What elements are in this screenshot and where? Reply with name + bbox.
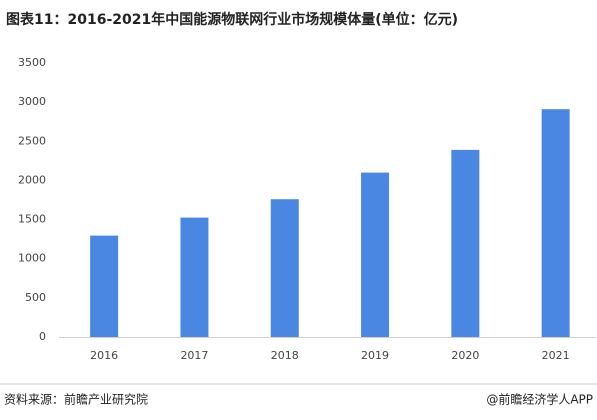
- y-tick-label: 3500: [18, 56, 46, 69]
- bar: [180, 217, 209, 337]
- bar: [361, 172, 390, 337]
- bar: [270, 199, 299, 337]
- y-tick-label: 3000: [18, 95, 46, 108]
- source: 资料来源：前瞻产业研究院: [4, 392, 148, 407]
- y-tick-label: 2500: [18, 134, 46, 147]
- y-tick-label: 2000: [18, 173, 46, 186]
- y-tick-label: 0: [39, 330, 46, 343]
- bar: [451, 149, 480, 337]
- x-tick-label: 2021: [542, 349, 570, 362]
- bar: [90, 235, 119, 337]
- y-tick-label: 1000: [18, 252, 46, 265]
- y-tick-label: 1500: [18, 213, 46, 226]
- chart-title: 图表11：2016-2021年中国能源物联网行业市场规模体量(单位：亿元): [6, 11, 458, 28]
- x-tick-label: 2016: [90, 349, 118, 362]
- x-tick-label: 2019: [361, 349, 389, 362]
- bar: [541, 109, 570, 337]
- y-tick-label: 500: [25, 291, 46, 304]
- x-tick-label: 2017: [180, 349, 208, 362]
- x-tick-label: 2018: [271, 349, 299, 362]
- x-tick-label: 2020: [451, 349, 479, 362]
- credit: @前瞻经济学人APP: [486, 392, 593, 407]
